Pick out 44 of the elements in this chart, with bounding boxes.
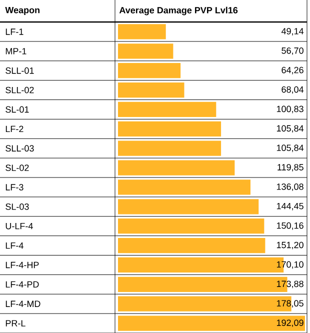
y-tick-label: LF-4-PD [6,281,39,288]
y-tick-label: SL-03 [6,203,29,210]
data-label: 151,20 [276,242,304,250]
data-label: 119,85 [278,164,304,172]
y-tick-label: LF-3 [6,184,24,190]
bar [118,24,166,40]
bar [118,44,174,59]
y-tick-label: LF-2 [6,126,24,132]
data-label: 192,09 [276,320,304,328]
bar [118,140,222,156]
bar [118,199,259,214]
y-tick-label: SLL-01 [6,67,34,74]
bar [118,82,184,98]
y-tick-label: SLL-02 [6,86,34,94]
x-axis-title: Average Damage PVP Lvl16 [119,6,238,16]
y-tick-label: SL-01 [6,106,29,113]
data-label: 100,83 [276,106,304,114]
y-tick-label: LF-4-HP [6,262,39,268]
y-tick-label: SLL-03 [6,145,34,152]
bar [118,160,235,176]
y-tick-label: LF-4-MD [6,300,40,307]
bar [118,102,216,118]
data-label: 64,26 [282,66,304,74]
y-tick-label: LF-4 [6,242,24,249]
y-axis-title: Weapon [5,6,40,16]
bar [118,218,264,234]
data-label: 144,45 [276,202,304,210]
data-label: 68,04 [282,86,304,94]
bar [118,238,266,254]
data-label: 49,14 [281,28,304,36]
y-tick-label: U-LF-4 [6,222,33,230]
bar [118,180,250,195]
data-label: 150,16 [276,222,304,230]
data-label: 56,70 [282,47,304,55]
bar [118,63,181,78]
y-tick-label: PR-L [6,320,26,326]
data-label: 136,08 [276,184,304,191]
y-tick-label: LF-1 [6,28,24,35]
data-label: 105,84 [276,144,304,152]
bar [118,121,222,136]
data-label: 105,84 [276,125,304,133]
y-tick-label: SL-02 [6,164,29,171]
bar [118,316,306,331]
y-tick-label: MP-1 [6,48,26,54]
